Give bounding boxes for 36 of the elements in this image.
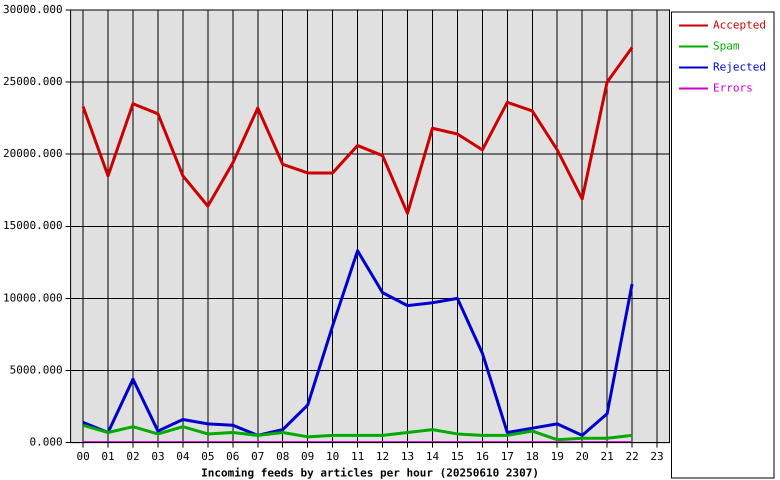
x-tick-label: 14 [426,450,440,464]
x-tick-label: 15 [450,450,464,464]
x-tick-label: 09 [301,450,314,464]
x-tick-label: 05 [201,450,214,464]
x-tick-label: 02 [126,450,140,464]
x-tick-label: 01 [101,450,115,464]
legend-label: Rejected [713,60,766,74]
y-tick-label: 10000.000 [2,291,63,304]
y-tick-label: 30000.000 [2,2,63,16]
x-tick-label: 00 [76,450,90,464]
x-tick-label: 19 [550,450,564,464]
x-tick-label: 18 [526,450,539,464]
y-tick-label: 5000.000 [10,363,63,376]
x-tick-label: 21 [600,450,614,464]
x-tick-label: 12 [376,450,390,464]
legend-label: Spam [713,39,740,52]
x-tick-label: 06 [226,450,240,464]
legend-label: Accepted [713,18,766,32]
y-tick-label: 0.000 [29,435,63,448]
x-tick-label: 20 [576,450,589,464]
x-tick-label: 16 [476,450,489,464]
x-tick-label: 17 [500,450,514,464]
x-tick-label: 13 [400,450,414,464]
legend-label: Errors [713,81,753,94]
x-tick-label: 07 [251,450,264,464]
y-tick-label: 25000.000 [2,74,63,88]
x-tick-label: 04 [176,450,190,464]
x-tick-label: 11 [350,450,364,464]
x-tick-label: 23 [650,450,664,464]
x-tick-label: 03 [151,450,165,464]
x-tick-label: 22 [625,450,639,464]
x-tick-label: 10 [326,450,340,464]
y-tick-label: 20000.000 [2,147,63,160]
y-tick-label: 15000.000 [2,219,63,232]
x-tick-label: 08 [276,450,290,464]
x-axis-title: Incoming feeds by articles per hour (20250610 2307) [201,466,539,480]
